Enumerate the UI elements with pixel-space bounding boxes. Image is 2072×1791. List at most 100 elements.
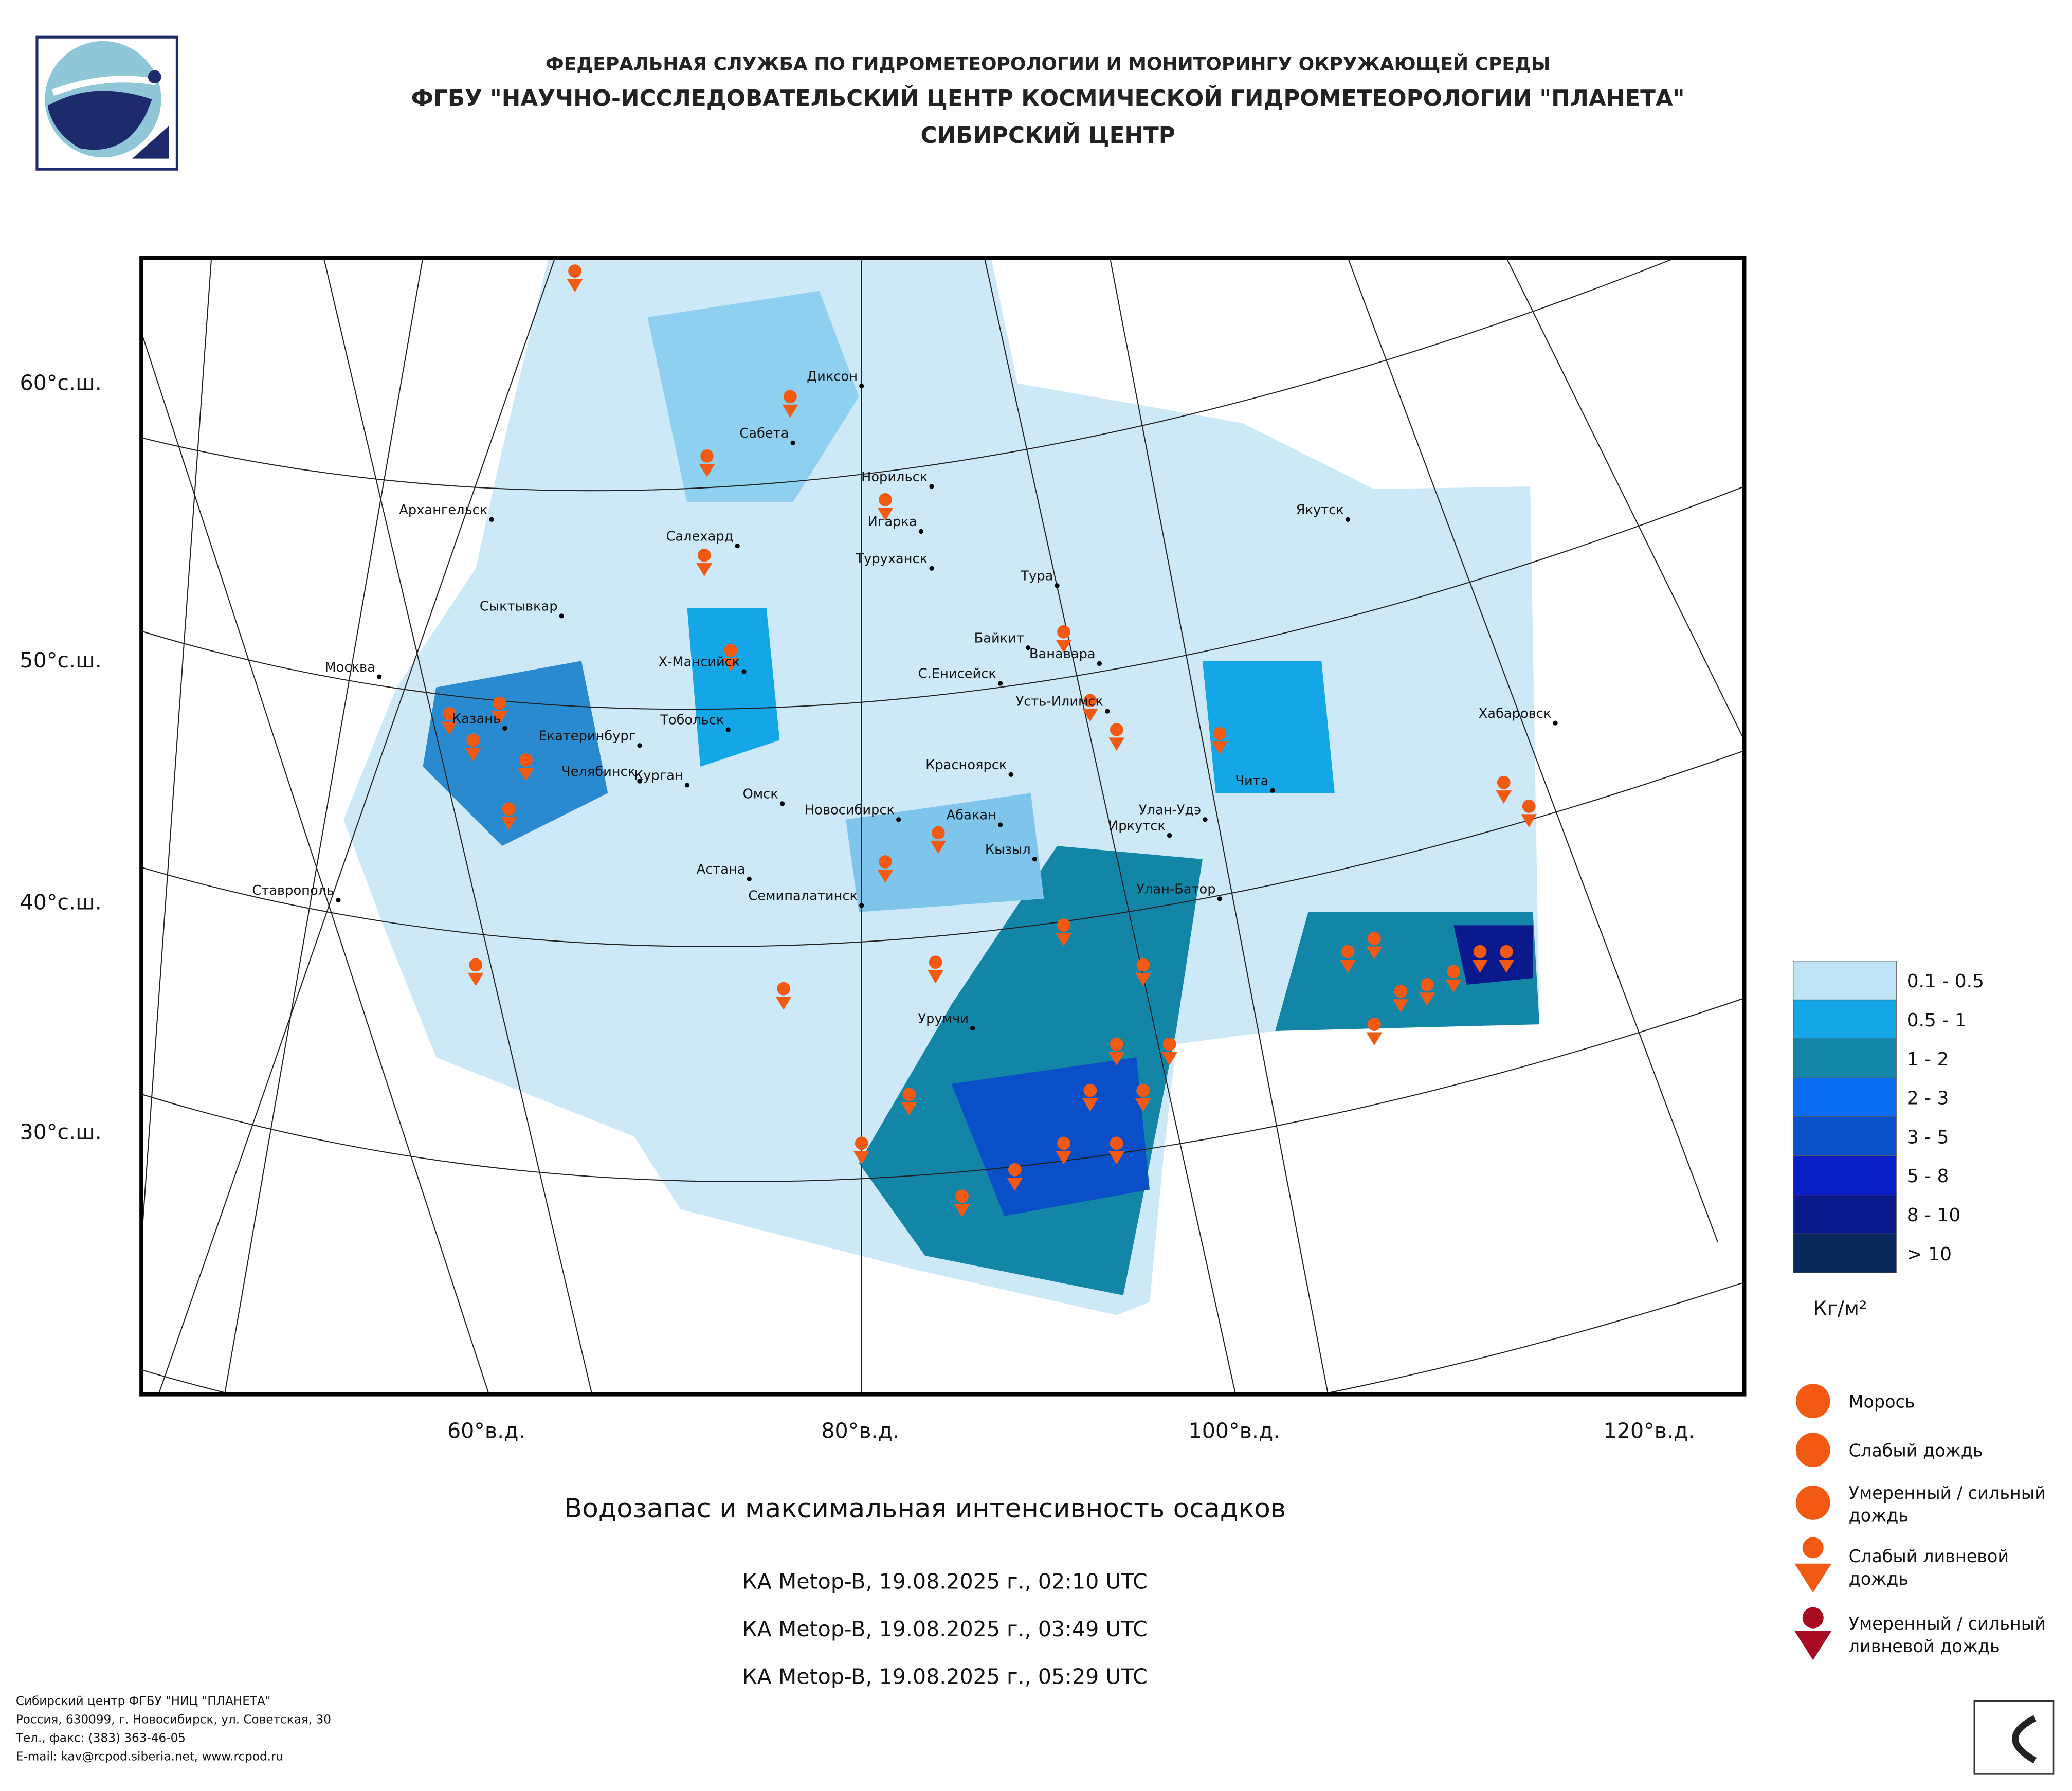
legend-label: > 10	[1907, 1244, 1952, 1265]
city-dot	[741, 669, 747, 674]
precip-symbol	[1366, 1032, 1383, 1046]
legend-symbol	[1802, 1607, 1824, 1629]
legend-symbol	[1794, 1563, 1832, 1593]
city-dot	[637, 779, 642, 784]
precip-symbol	[1108, 1151, 1125, 1165]
city-dot	[1167, 833, 1172, 838]
city-dot	[377, 674, 382, 679]
precip-symbol	[466, 733, 480, 747]
precip-symbol	[1447, 965, 1461, 979]
city-dot	[896, 817, 901, 822]
precip-symbol	[467, 972, 484, 986]
precip-symbol	[1522, 800, 1536, 813]
city-dot	[637, 743, 642, 748]
precip-symbol	[1420, 978, 1434, 991]
city-dot	[997, 681, 1003, 686]
city-dot	[1032, 857, 1038, 862]
caption-title: Водозапас и максимальная интенсивность о…	[564, 1493, 1286, 1524]
legend-swatch	[1793, 1233, 1897, 1273]
city-dot	[1008, 772, 1013, 777]
lat-label: 60°с.ш.	[20, 370, 102, 395]
city-label: Усть-Илимск	[1016, 694, 1103, 710]
precip-symbol	[1500, 945, 1513, 958]
city-label: Ванавара	[1029, 646, 1096, 662]
header-line: СИБИРСКИЙ ЦЕНТР	[920, 121, 1175, 149]
city-label: Сыктывкар	[480, 599, 558, 614]
precip-symbol	[1473, 945, 1487, 958]
city-dot	[1025, 645, 1031, 650]
city-label: Туруханск	[855, 551, 928, 567]
precip-symbol	[1497, 775, 1511, 789]
precip-symbol	[855, 1136, 868, 1150]
precip-symbol	[724, 643, 738, 657]
precip-symbol	[567, 279, 583, 293]
precip-symbol	[929, 955, 942, 969]
header-line: ФГБУ "НАУЧНО-ИССЛЕДОВАТЕЛЬСКИЙ ЦЕНТР КОС…	[411, 84, 1685, 112]
precip-symbol	[1056, 640, 1072, 653]
precip-symbol	[1056, 933, 1072, 947]
legend-symbol-label: дождь	[1849, 1505, 1909, 1525]
precip-symbol	[928, 970, 944, 984]
legend-symbol-label: Слабый дождь	[1849, 1441, 1983, 1461]
legend-symbol-label: Слабый ливневой	[1849, 1546, 2009, 1566]
precip-symbol	[696, 563, 713, 576]
footer-line: Тел., факс: (383) 363-46-05	[15, 1732, 186, 1745]
city-label: Омск	[743, 787, 778, 802]
footer-line: Сибирский центр ФГБУ "НИЦ "ПЛАНЕТА"	[16, 1695, 271, 1708]
legend-swatch	[1793, 999, 1897, 1040]
legend-label: 2 - 3	[1907, 1088, 1949, 1109]
precip-symbol	[1472, 960, 1488, 973]
precip-symbol	[1110, 723, 1123, 736]
precip-symbol	[568, 264, 581, 278]
legend-swatch	[1793, 1038, 1897, 1078]
city-label: Тобольск	[660, 713, 724, 728]
precip-symbol	[930, 840, 947, 854]
precip-symbol	[1394, 984, 1408, 998]
precip-symbol	[1498, 960, 1515, 973]
city-label: Челябинск	[561, 764, 635, 780]
precip-symbol	[698, 548, 711, 562]
precip-symbol	[902, 1088, 916, 1101]
precip-symbol	[901, 1102, 917, 1116]
precip-symbol	[1108, 1052, 1125, 1065]
city-dot	[929, 484, 934, 489]
footer-line: Россия, 630099, г. Новосибирск, ул. Сове…	[16, 1713, 331, 1727]
precip-symbol	[1368, 1018, 1381, 1031]
legend-symbol-label: дождь	[1849, 1569, 1909, 1589]
precip-symbol	[1162, 1037, 1176, 1051]
legend-label: 1 - 2	[1907, 1049, 1949, 1070]
city-dot	[1345, 517, 1351, 522]
precip-symbol	[502, 802, 516, 816]
city-label: Астана	[697, 862, 746, 877]
city-label: Курган	[634, 768, 683, 784]
city-dot	[336, 897, 341, 903]
city-label: Ставрополь	[252, 883, 334, 898]
city-dot	[684, 783, 690, 788]
precip-symbol	[1057, 918, 1070, 932]
precip-symbol	[1110, 1037, 1123, 1051]
city-label: Иркутск	[1108, 818, 1166, 834]
precip-symbol	[775, 997, 792, 1010]
precip-symbol	[931, 826, 945, 840]
lon-label: 100°в.д.	[1189, 1419, 1280, 1443]
precip-symbol	[877, 870, 894, 883]
lat-label: 40°с.ш.	[20, 890, 102, 914]
city-dot	[779, 801, 785, 806]
lat-label: 50°с.ш.	[20, 648, 102, 673]
header-line: ФЕДЕРАЛЬНАЯ СЛУЖБА ПО ГИДРОМЕТЕОРОЛОГИИ …	[546, 53, 1550, 75]
legend-symbol-label: Морось	[1849, 1391, 1915, 1412]
city-dot	[559, 613, 564, 619]
precip-symbol	[955, 1189, 969, 1203]
precip-symbol	[1211, 741, 1228, 755]
city-label: С.Енисейск	[918, 666, 996, 682]
precip-symbol	[492, 711, 507, 725]
city-dot	[859, 384, 864, 389]
precip-symbol	[1082, 1098, 1098, 1112]
precip-symbol	[1521, 814, 1537, 828]
city-label: Чита	[1235, 773, 1268, 789]
precip-symbol	[493, 696, 506, 710]
precip-symbol	[519, 753, 533, 767]
city-label: Х-Мансийск	[659, 655, 740, 670]
city-label: Норильск	[861, 469, 928, 485]
legend-symbol	[1794, 1631, 1832, 1660]
